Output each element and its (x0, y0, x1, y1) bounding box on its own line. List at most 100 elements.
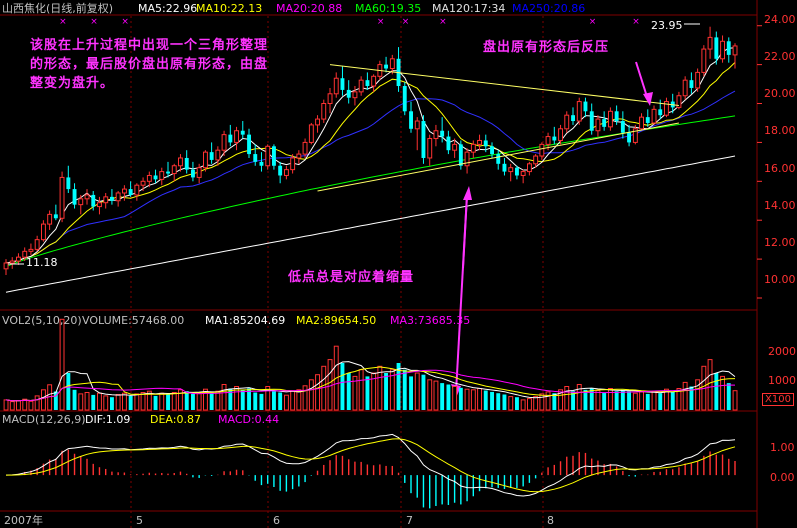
volume-bar (253, 392, 258, 410)
volume-bar (346, 373, 351, 410)
candle (589, 111, 594, 131)
volume-title: VOL2(5,10,20) (2, 314, 82, 327)
candle (265, 145, 271, 167)
volume-bar (315, 374, 321, 411)
volume-ma1: MA1:85204.69 (205, 314, 286, 327)
volume-bar (558, 389, 563, 411)
candle (84, 194, 90, 200)
candle (358, 79, 364, 93)
candle (645, 117, 650, 123)
volume-bar (22, 398, 28, 411)
price-tick: 10.00 (764, 273, 796, 286)
candle (140, 180, 146, 186)
signal-marker: × (377, 17, 385, 27)
ma5-label: MA5:22.96 (138, 2, 198, 15)
candle (707, 36, 713, 50)
volume-bar (545, 391, 551, 411)
volume-bar (595, 390, 601, 411)
ma10-label: MA10:22.13 (196, 2, 263, 15)
volume-bar (296, 389, 302, 411)
candle (384, 64, 388, 69)
volume-bar (645, 393, 650, 410)
volume-bar (84, 392, 90, 411)
volume-bar (515, 397, 519, 410)
candle (732, 45, 738, 56)
triangle-upper-line (329, 64, 679, 106)
candle (153, 175, 158, 180)
candle (284, 169, 289, 176)
candle (321, 103, 327, 120)
candle (72, 189, 77, 205)
ma120-label: MA120:17:34 (432, 2, 506, 15)
volume-bar (670, 391, 675, 410)
volume-bar (396, 363, 401, 410)
candle (402, 86, 407, 112)
volume-value: VOLUME:57468.00 (82, 314, 185, 327)
macd-title: MACD(12,26,9) (2, 413, 86, 426)
volume-bar (166, 394, 170, 410)
signal-marker: × (59, 17, 67, 27)
candle (146, 174, 152, 182)
volume-bar (502, 394, 507, 410)
candle (558, 128, 563, 141)
candle (91, 194, 96, 207)
volume-bar (153, 395, 158, 410)
candle (483, 140, 488, 147)
volume-bar (477, 388, 483, 411)
volume-bar (110, 397, 114, 410)
candle (134, 184, 140, 196)
volume-bar (159, 392, 165, 411)
candle (34, 239, 40, 250)
volume-bar (128, 395, 133, 410)
macd-tick: 0.00 (770, 471, 795, 484)
candle (689, 80, 694, 88)
candle (47, 213, 53, 225)
volume-bar (533, 396, 539, 411)
low-volume-arrow (462, 194, 468, 269)
volume-bar (203, 388, 208, 411)
low-volume-annotation: 低点总是对应着缩量 (288, 270, 415, 285)
arrow-head (463, 186, 472, 200)
volume-bar (464, 388, 470, 411)
candle (59, 176, 65, 219)
volume-bar (427, 379, 433, 411)
volume-ma2-line (5, 366, 736, 402)
candle (533, 155, 539, 165)
candle (714, 37, 719, 59)
signal-marker: × (90, 17, 98, 27)
volume-bar (614, 391, 619, 410)
volume-bar (421, 374, 426, 410)
candle (247, 134, 251, 155)
volume-bar (508, 396, 514, 411)
volume-bar (589, 388, 594, 410)
volume-tick: 2000 (768, 345, 796, 358)
volume-bar (28, 400, 34, 411)
volume-bar (259, 393, 264, 410)
volume-bar (191, 393, 195, 410)
candle (228, 134, 233, 143)
macd-dea: DEA:0.87 (150, 413, 201, 426)
candle (477, 139, 483, 145)
price-tick: 18.00 (764, 124, 796, 137)
volume-bar (122, 392, 127, 411)
candle (346, 89, 351, 98)
volume-ma3-line (5, 369, 736, 402)
volume-bar (583, 389, 588, 410)
candle (627, 132, 631, 143)
candle (470, 143, 476, 153)
ma120-line (5, 155, 736, 293)
candle (490, 146, 494, 155)
candle (272, 146, 276, 166)
candle (676, 95, 682, 108)
volume-bar (409, 376, 413, 410)
candle (427, 138, 433, 159)
volume-bar (483, 390, 488, 410)
volume-bar (247, 388, 251, 410)
breakout-annotation: 盘出原有形态后反压 (483, 40, 610, 55)
candle (253, 154, 258, 162)
candle (464, 151, 470, 167)
volume-bar (184, 391, 189, 410)
volume-bar (178, 389, 183, 411)
price-tick: 16.00 (764, 162, 796, 175)
